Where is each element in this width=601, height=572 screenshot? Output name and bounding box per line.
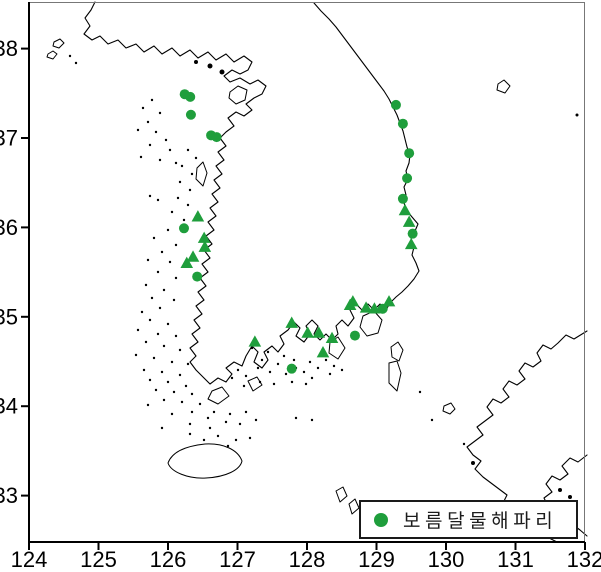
x-tick-label: 132 [567,547,601,572]
x-tick-label: 127 [219,547,256,572]
occurrence-triangle-marker [325,331,339,344]
occurrence-circle-marker [349,330,360,341]
x-tick-label: 128 [289,547,326,572]
occurrence-circle-marker [402,173,413,184]
occurrence-circle-marker [185,109,196,120]
west-sea-islet-2 [46,50,58,60]
goto-island-1 [335,486,348,503]
jindo-island [207,386,230,405]
y-tick-label: 34 [0,394,18,419]
legend-circle-icon [374,512,388,527]
jeju-island [167,443,243,479]
occurrence-circle-marker [185,91,196,102]
y-axis-ticks: 38 37 36 35 34 33 [0,36,29,508]
occurrence-triangle-marker [382,295,396,307]
x-tick-label: 126 [150,547,187,572]
occurrence-triangle-marker [301,326,314,338]
occurrence-triangle-marker [404,237,418,250]
tsushima-south-island [388,360,402,392]
occurrence-triangle-marker [368,302,381,314]
occurrence-triangle-marker [285,316,299,328]
x-tick-label: 125 [80,547,117,572]
wando-island [247,376,263,392]
y-tick-label: 38 [0,36,18,61]
occurrence-triangle-marker [197,231,211,243]
y-tick-label: 33 [0,483,18,508]
occurrence-circle-marker [211,132,222,143]
occurrence-triangle-marker [198,240,212,252]
occurrence-triangle-marker [248,335,262,347]
tsushima-north-island [390,341,404,362]
occurrence-circle-marker [178,223,189,234]
occurrence-circle-marker [407,228,418,239]
occurrence-triangle-marker [402,215,416,227]
occurrence-triangle-marker [316,346,330,358]
coastline [46,1,588,543]
goto-island-2 [348,498,360,515]
y-tick-label: 37 [0,126,18,151]
occurrence-triangle-marker [398,203,412,216]
x-tick-label: 131 [497,547,534,572]
occurrence-triangle-marker [312,326,326,338]
occurrence-triangle-marker [191,210,205,222]
occurrence-triangle-marker [180,256,194,268]
legend-label: 보름달물해파리 [403,511,558,532]
occurrence-triangle-marker [346,295,360,307]
occurrence-circle-marker [192,271,203,282]
jellyfish-occurrence-markers [178,89,418,374]
occurrence-circle-marker [404,148,415,159]
iki-island [442,402,456,415]
x-tick-label: 130 [428,547,465,572]
island-specks [68,54,579,514]
legend-box: 보름달물해파리 [359,500,578,539]
west-sea-islet-1 [52,38,65,49]
y-tick-label: 36 [0,215,18,240]
occurrence-triangle-marker [359,301,373,313]
occurrence-circle-marker [286,363,297,374]
ganghwa-island [228,85,248,105]
occurrence-circle-marker [390,99,401,110]
occurrence-triangle-marker [186,250,200,262]
occurrence-circle-marker [397,193,408,204]
geoje-island [359,310,383,337]
occurrence-circle-marker [397,118,408,129]
x-tick-label: 124 [11,547,48,572]
x-tick-label: 129 [358,547,395,572]
y-tick-label: 35 [0,304,18,329]
ulleung-island [496,79,511,94]
x-axis-ticks: 124 125 126 127 128 129 130 131 132 [11,542,601,572]
anmyeon-island [195,161,208,187]
